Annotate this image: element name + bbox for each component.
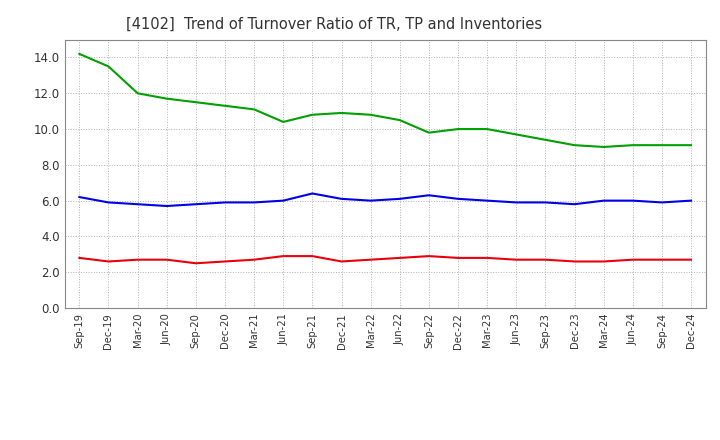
Trade Receivables bbox=[512, 257, 521, 262]
Trade Payables bbox=[250, 200, 258, 205]
Trade Payables bbox=[425, 193, 433, 198]
Trade Payables bbox=[629, 198, 637, 203]
Trade Payables bbox=[687, 198, 696, 203]
Inventories bbox=[687, 143, 696, 148]
Inventories bbox=[308, 112, 317, 117]
Inventories bbox=[541, 137, 550, 143]
Trade Payables bbox=[454, 196, 462, 202]
Trade Receivables bbox=[454, 255, 462, 260]
Trade Payables bbox=[512, 200, 521, 205]
Trade Payables bbox=[163, 203, 171, 209]
Trade Payables bbox=[395, 196, 404, 202]
Trade Payables bbox=[279, 198, 287, 203]
Inventories bbox=[75, 51, 84, 57]
Trade Receivables bbox=[104, 259, 113, 264]
Trade Payables bbox=[483, 198, 492, 203]
Inventories bbox=[483, 126, 492, 132]
Inventories bbox=[337, 110, 346, 116]
Trade Payables bbox=[220, 200, 229, 205]
Trade Receivables bbox=[687, 257, 696, 262]
Trade Receivables bbox=[599, 259, 608, 264]
Trade Receivables bbox=[483, 255, 492, 260]
Trade Receivables bbox=[279, 253, 287, 259]
Trade Receivables bbox=[425, 253, 433, 259]
Trade Receivables bbox=[308, 253, 317, 259]
Trade Receivables bbox=[192, 260, 200, 266]
Inventories bbox=[629, 143, 637, 148]
Trade Payables bbox=[75, 194, 84, 200]
Inventories bbox=[454, 126, 462, 132]
Trade Receivables bbox=[220, 259, 229, 264]
Trade Receivables bbox=[541, 257, 550, 262]
Trade Receivables bbox=[75, 255, 84, 260]
Trade Receivables bbox=[366, 257, 375, 262]
Inventories bbox=[192, 99, 200, 105]
Trade Payables bbox=[570, 202, 579, 207]
Trade Receivables bbox=[163, 257, 171, 262]
Line: Trade Payables: Trade Payables bbox=[79, 194, 691, 206]
Trade Payables bbox=[133, 202, 142, 207]
Inventories bbox=[366, 112, 375, 117]
Trade Receivables bbox=[629, 257, 637, 262]
Trade Payables bbox=[541, 200, 550, 205]
Inventories bbox=[104, 64, 113, 69]
Inventories bbox=[163, 96, 171, 101]
Trade Receivables bbox=[395, 255, 404, 260]
Line: Trade Receivables: Trade Receivables bbox=[79, 256, 691, 263]
Trade Receivables bbox=[250, 257, 258, 262]
Inventories bbox=[133, 91, 142, 96]
Line: Inventories: Inventories bbox=[79, 54, 691, 147]
Trade Payables bbox=[308, 191, 317, 196]
Trade Payables bbox=[657, 200, 666, 205]
Title: [4102]  Trend of Turnover Ratio of TR, TP and Inventories: [4102] Trend of Turnover Ratio of TR, TP… bbox=[126, 16, 542, 32]
Inventories bbox=[599, 144, 608, 150]
Trade Receivables bbox=[657, 257, 666, 262]
Trade Receivables bbox=[570, 259, 579, 264]
Inventories bbox=[657, 143, 666, 148]
Inventories bbox=[279, 119, 287, 125]
Trade Payables bbox=[337, 196, 346, 202]
Inventories bbox=[425, 130, 433, 135]
Inventories bbox=[395, 117, 404, 123]
Trade Payables bbox=[192, 202, 200, 207]
Inventories bbox=[220, 103, 229, 108]
Trade Receivables bbox=[337, 259, 346, 264]
Inventories bbox=[250, 107, 258, 112]
Inventories bbox=[570, 143, 579, 148]
Trade Payables bbox=[366, 198, 375, 203]
Inventories bbox=[512, 132, 521, 137]
Trade Receivables bbox=[133, 257, 142, 262]
Trade Payables bbox=[104, 200, 113, 205]
Trade Payables bbox=[599, 198, 608, 203]
